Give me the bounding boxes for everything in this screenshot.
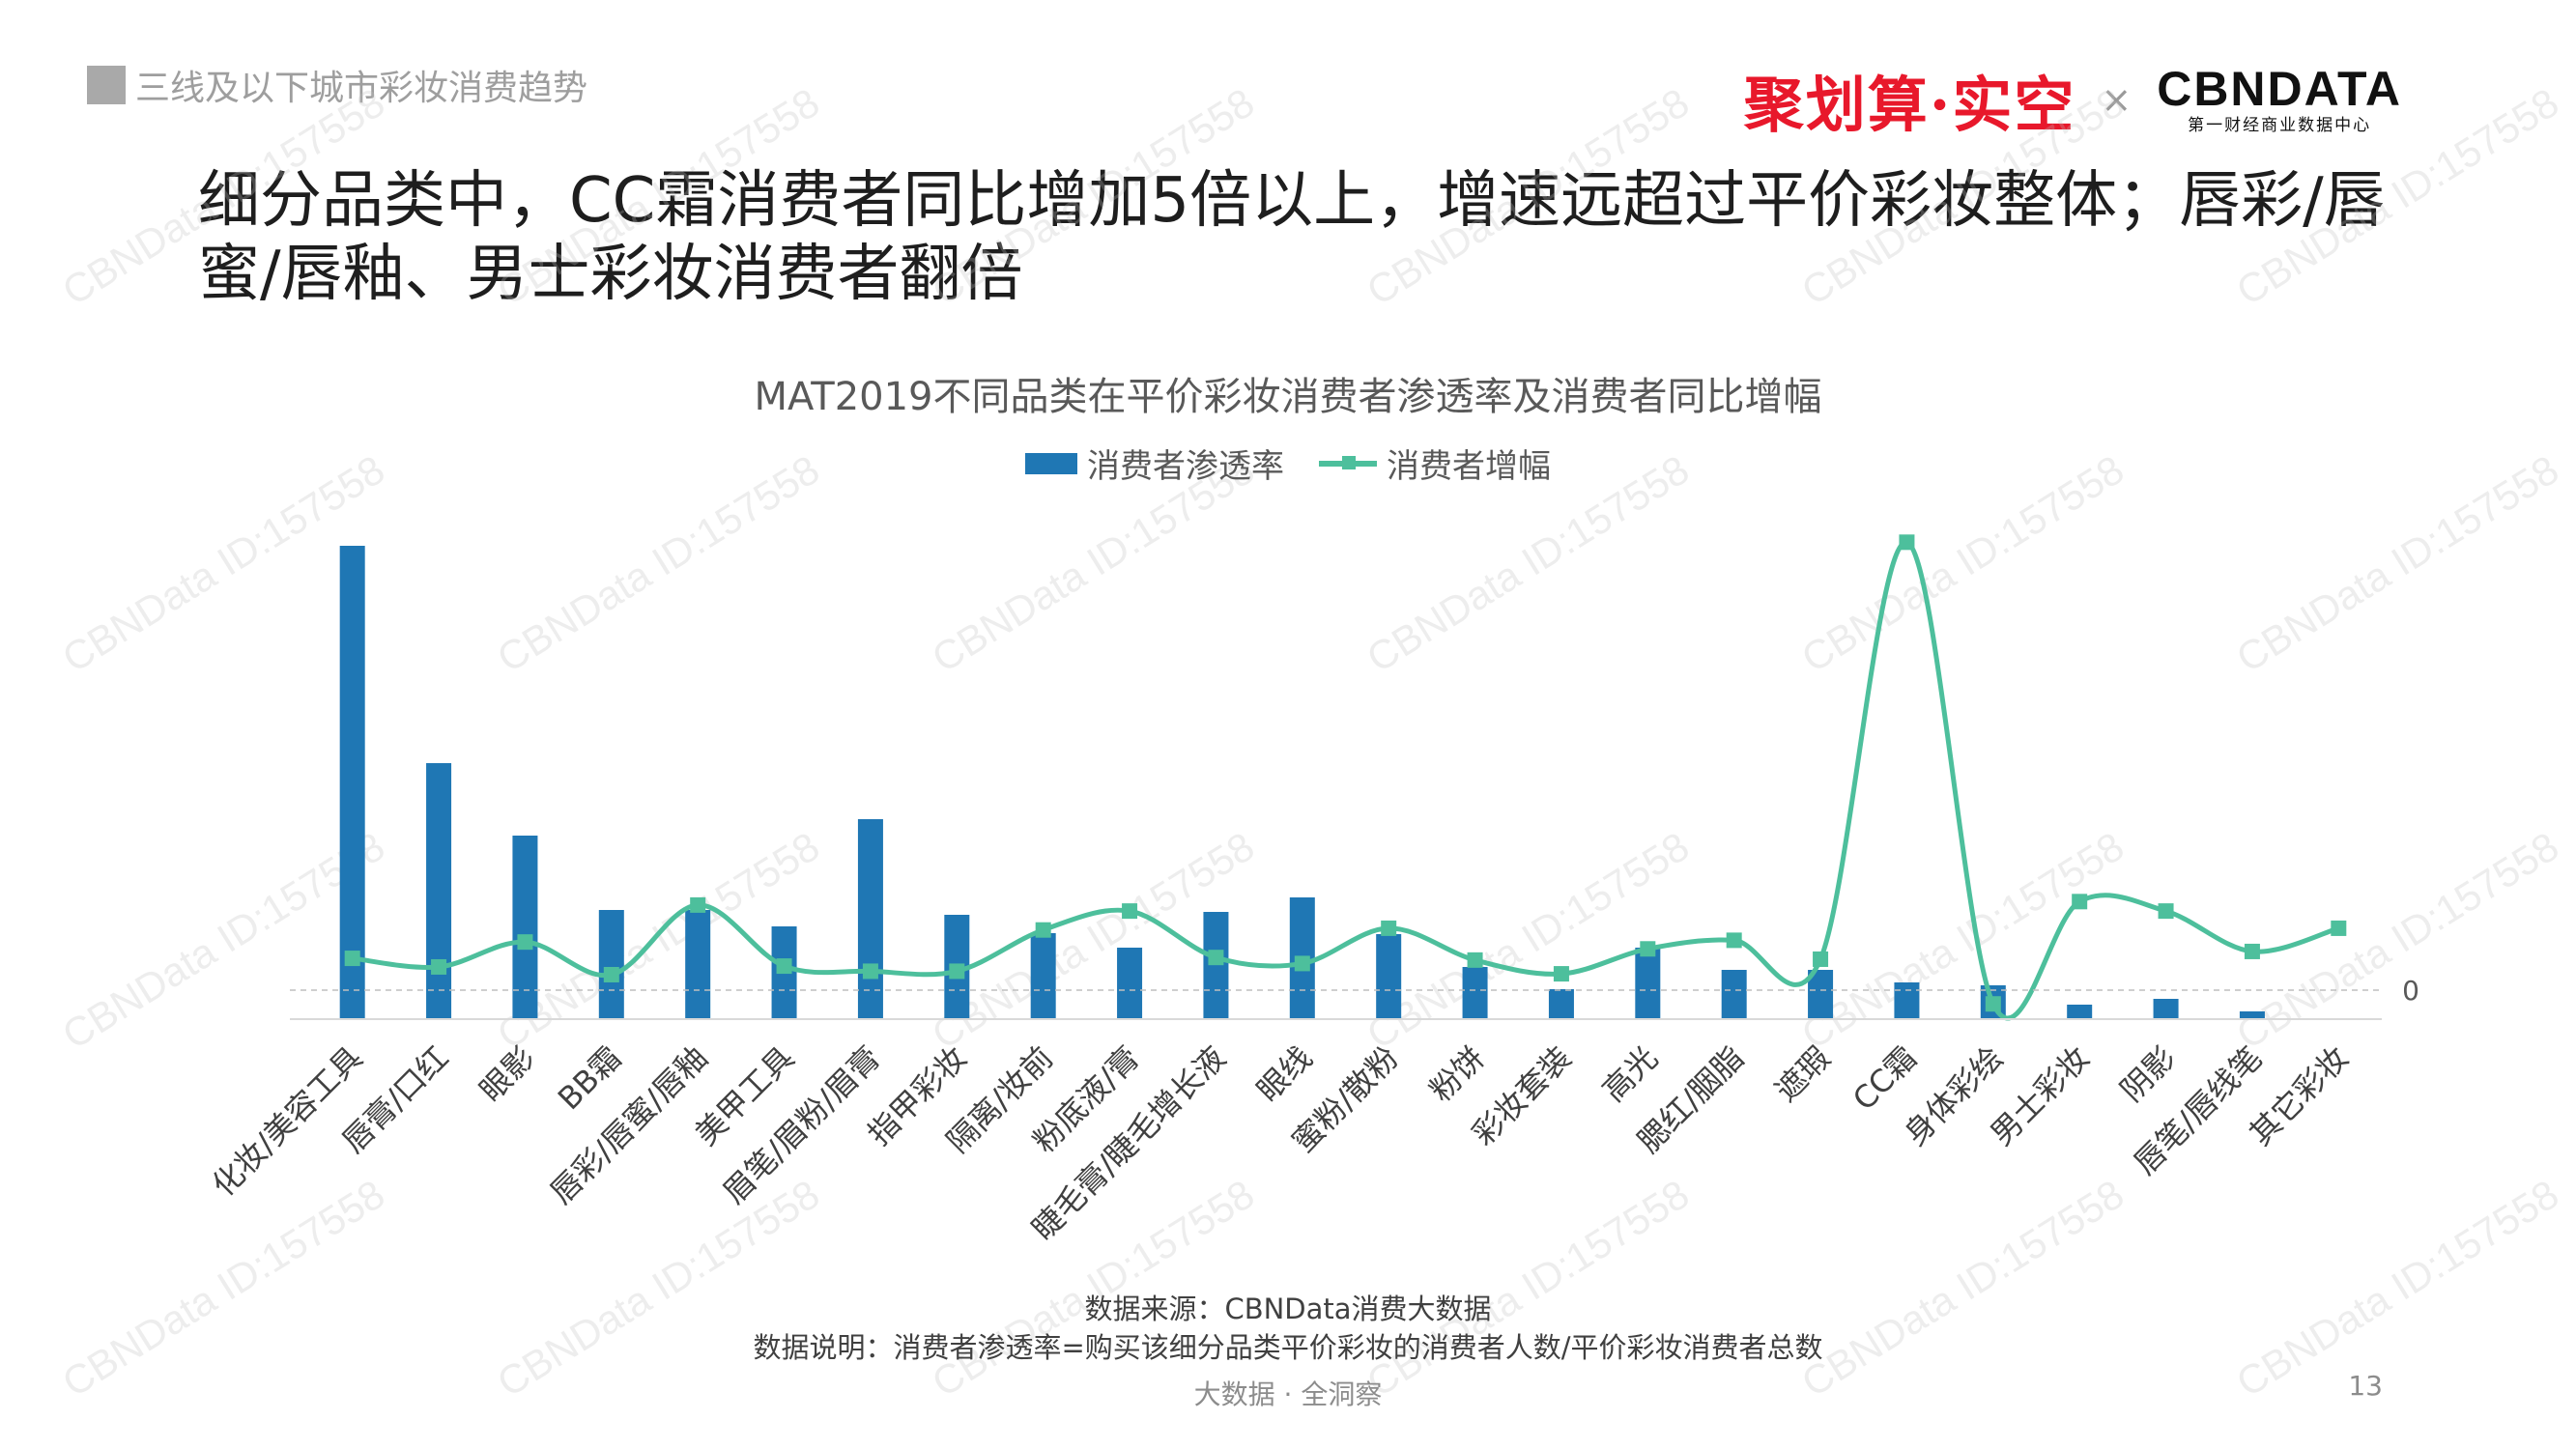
growth-point (1813, 951, 1829, 967)
legend-item-growth: 消费者增幅 (1319, 440, 1551, 487)
legend-item-penetration: 消费者渗透率 (1025, 440, 1284, 487)
bar-mark (1721, 970, 1747, 1019)
growth-point (1553, 966, 1569, 982)
growth-point (1467, 952, 1483, 968)
zero-axis-label: 0 (2402, 975, 2419, 1007)
bar-mark (857, 819, 883, 1019)
legend-label-penetration: 消费者渗透率 (1087, 447, 1284, 486)
page-headline: 细分品类中，CC霜消费者同比增加5倍以上，增速远超过平价彩妆整体；唇彩/唇蜜/唇… (198, 165, 2386, 310)
growth-point (1726, 932, 1742, 949)
footer-tagline: 大数据 · 全洞察 (1193, 1378, 1383, 1410)
bar-series (339, 546, 2352, 1019)
bar-mark (2239, 1011, 2265, 1019)
section-label: 三线及以下城市彩妆消费趋势 (135, 69, 588, 108)
x-tick-label: 粉饼 (1422, 1039, 1492, 1109)
bar-mark (1030, 933, 1056, 1019)
line-series (344, 534, 2347, 1021)
legend-line-swatch (1319, 455, 1377, 469)
x-tick-label: 遮瑕 (1768, 1039, 1838, 1109)
x-tick-label: BB霜 (551, 1039, 629, 1118)
x-tick-label: 阴影 (2113, 1039, 2183, 1109)
bar-mark (1894, 982, 1920, 1019)
growth-point (2158, 903, 2174, 920)
growth-point (2072, 894, 2088, 910)
bar-mark (1462, 967, 1488, 1019)
footnotes: 数据来源：CBNData消费大数据 数据说明：消费者渗透率=购买该细分品类平价彩… (0, 1290, 2576, 1367)
chart-title: MAT2019不同品类在平价彩妆消费者渗透率及消费者同比增幅 (754, 375, 1822, 419)
growth-point (603, 966, 619, 982)
section-tag: 三线及以下城市彩妆消费趋势 (87, 64, 587, 108)
bar-mark (512, 836, 538, 1019)
growth-point (2244, 943, 2260, 959)
logo-group: 聚划算·实空 × CBNDATA 第一财经商业数据中心 (1744, 56, 2402, 143)
growth-point (776, 958, 792, 975)
growth-point (862, 963, 878, 980)
growth-point (2331, 920, 2347, 936)
cbndata-logo: CBNDATA 第一财经商业数据中心 (2157, 63, 2402, 136)
growth-point (1985, 996, 2001, 1012)
bar-mark (1203, 912, 1229, 1019)
section-square-icon (87, 66, 126, 104)
bar-mark (598, 910, 624, 1019)
bar-mark (685, 910, 711, 1019)
growth-point (1381, 920, 1397, 936)
bar-mark (1117, 948, 1143, 1019)
x-tick-label: 眼影 (472, 1039, 542, 1109)
data-definition-note: 数据说明：消费者渗透率=购买该细分品类平价彩妆的消费者人数/平价彩妆消费者总数 (753, 1331, 1823, 1364)
growth-line (352, 539, 2340, 1021)
bar-mark (1548, 989, 1574, 1019)
data-source-note: 数据来源：CBNData消费大数据 (1084, 1293, 1492, 1325)
cbndata-logo-text: CBNDATA (2157, 62, 2402, 116)
growth-point (1899, 534, 1915, 551)
growth-point (1640, 941, 1656, 957)
growth-point (517, 934, 533, 951)
bar-mark (2067, 1005, 2093, 1019)
bar-mark (1376, 934, 1402, 1019)
logo-separator: × (2101, 78, 2132, 121)
growth-point (344, 951, 360, 967)
growth-point (1294, 955, 1310, 972)
bar-mark (426, 763, 452, 1019)
cbndata-logo-subtitle: 第一财经商业数据中心 (2188, 116, 2372, 135)
growth-point (1122, 903, 1138, 920)
x-tick-label: CC霜 (1846, 1039, 1924, 1118)
x-tick-label: 化妆/美容工具 (205, 1039, 369, 1204)
juhuasuan-logo: 聚划算·实空 (1743, 70, 2076, 140)
growth-point (949, 963, 965, 980)
growth-point (1208, 950, 1224, 966)
growth-point (1035, 922, 1051, 938)
bar-mark (339, 546, 365, 1019)
legend-bar-swatch (1025, 452, 1077, 474)
x-tick-label: 眼线 (1249, 1039, 1319, 1109)
growth-point (690, 896, 706, 913)
chart-axis: 0 (290, 975, 2419, 1020)
bar-mark (2153, 999, 2179, 1019)
growth-point (431, 958, 447, 975)
legend-line-marker (1342, 455, 1356, 469)
chart-legend: 消费者渗透率 消费者增幅 (0, 440, 2576, 487)
bar-mark (1635, 948, 1661, 1019)
legend-label-growth: 消费者增幅 (1387, 447, 1551, 486)
x-tick-label: 高光 (1595, 1039, 1665, 1109)
page-number: 13 (2348, 1370, 2383, 1402)
